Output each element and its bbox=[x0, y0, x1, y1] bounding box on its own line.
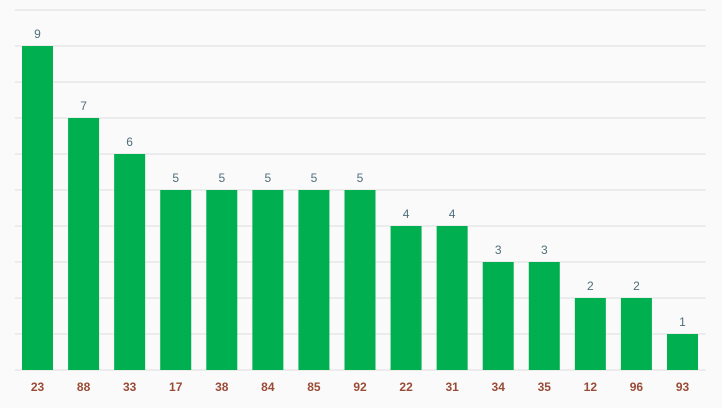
value-label-85: 5 bbox=[311, 171, 318, 185]
bars-layer bbox=[22, 46, 698, 370]
bar-92 bbox=[344, 190, 376, 370]
bar-33 bbox=[114, 154, 146, 370]
value-label-22: 4 bbox=[403, 207, 410, 221]
bar-31 bbox=[436, 226, 468, 370]
value-label-35: 3 bbox=[541, 243, 548, 257]
value-label-93: 1 bbox=[679, 315, 686, 329]
x-tick-label-38: 38 bbox=[215, 380, 229, 394]
bar-38 bbox=[206, 190, 238, 370]
x-axis-labels: 23 88 33 17 38 84 85 92 22 31 34 35 12 96 93 bbox=[31, 380, 690, 394]
x-tick-label-96: 96 bbox=[630, 380, 644, 394]
x-tick-label-84: 84 bbox=[261, 380, 275, 394]
x-tick-label-93: 93 bbox=[676, 380, 690, 394]
x-tick-label-17: 17 bbox=[169, 380, 183, 394]
x-tick-label-22: 22 bbox=[399, 380, 413, 394]
value-label-84: 5 bbox=[265, 171, 272, 185]
bar-88 bbox=[68, 118, 100, 370]
bar-93 bbox=[667, 334, 698, 370]
bar-23 bbox=[22, 46, 53, 370]
value-label-12: 2 bbox=[587, 279, 594, 293]
bar-22 bbox=[390, 226, 422, 370]
x-tick-label-23: 23 bbox=[31, 380, 45, 394]
x-tick-label-12: 12 bbox=[584, 380, 598, 394]
bar-34 bbox=[482, 262, 514, 370]
x-tick-label-34: 34 bbox=[492, 380, 506, 394]
labels-layer: 9 7 6 5 5 5 5 5 4 4 3 3 2 2 1 bbox=[34, 27, 686, 329]
bar-12 bbox=[574, 298, 606, 370]
value-label-33: 6 bbox=[126, 135, 133, 149]
value-label-88: 7 bbox=[80, 99, 87, 113]
x-tick-label-92: 92 bbox=[353, 380, 367, 394]
value-label-96: 2 bbox=[633, 279, 640, 293]
x-tick-label-85: 85 bbox=[307, 380, 321, 394]
bar-85 bbox=[298, 190, 330, 370]
value-label-38: 5 bbox=[218, 171, 225, 185]
x-tick-label-31: 31 bbox=[445, 380, 459, 394]
x-tick-label-33: 33 bbox=[123, 380, 137, 394]
value-label-34: 3 bbox=[495, 243, 502, 257]
x-tick-label-88: 88 bbox=[77, 380, 91, 394]
value-label-31: 4 bbox=[449, 207, 456, 221]
bar-17 bbox=[160, 190, 192, 370]
value-label-23: 9 bbox=[34, 27, 41, 41]
x-tick-label-35: 35 bbox=[538, 380, 552, 394]
value-label-17: 5 bbox=[172, 171, 179, 185]
value-label-92: 5 bbox=[357, 171, 364, 185]
bar-96 bbox=[620, 298, 652, 370]
bar-84 bbox=[252, 190, 284, 370]
bar-35 bbox=[528, 262, 560, 370]
